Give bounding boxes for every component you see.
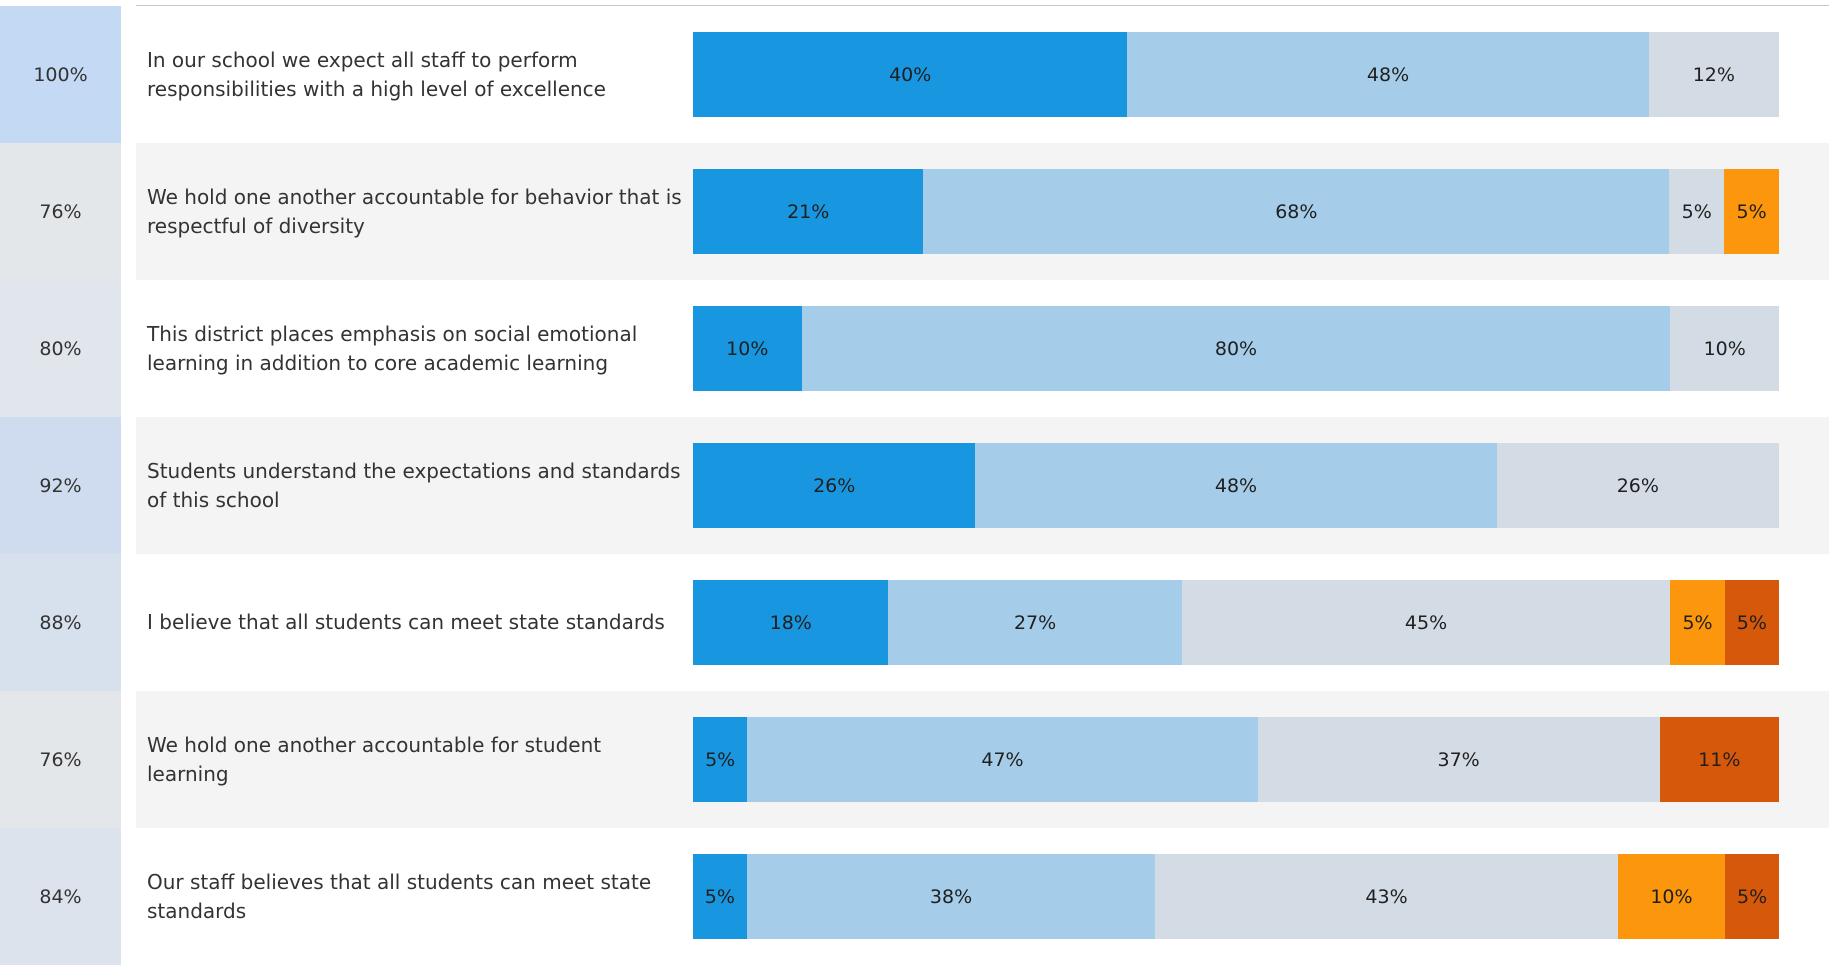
bar-data-label: 5% — [1736, 200, 1767, 223]
bar-data-label: 21% — [787, 200, 830, 223]
bar-segment-agree: 27% — [888, 580, 1182, 665]
score-cell: 80% — [0, 280, 121, 417]
bar-segment-strongly-agree: 21% — [693, 169, 924, 254]
bar-segment-neutral: 37% — [1257, 717, 1660, 802]
bar-segment-strongly-agree: 18% — [693, 580, 889, 665]
bar-segment-disagree: 10% — [1617, 854, 1726, 939]
bar-segment-agree: 48% — [975, 443, 1497, 528]
bar-track: 5% 47% 37% 11% — [693, 717, 1779, 802]
chart-row: 100% In our school we expect all staff to… — [0, 6, 1829, 143]
bar-segment-disagree: 5% — [1724, 169, 1779, 254]
bar-data-label: 48% — [1214, 474, 1258, 497]
bar-data-label: 5% — [1681, 200, 1712, 223]
bar-track: 21% 68% 5% 5% — [693, 169, 1779, 254]
bar-segment-agree: 68% — [923, 169, 1670, 254]
bar-segment-agree: 48% — [1127, 32, 1649, 117]
bar-segment-neutral: 5% — [1669, 169, 1725, 254]
chart-row: 84% Our staff believes that all students … — [0, 828, 1829, 965]
bar-segment-neutral: 10% — [1670, 306, 1779, 391]
bar-segment-agree: 38% — [746, 854, 1156, 939]
bar-segment-strongly-agree: 5% — [693, 717, 748, 802]
bar-segment-neutral: 26% — [1496, 443, 1779, 528]
question-label: We hold one another accountable for stud… — [147, 732, 602, 786]
bar-segment-neutral: 43% — [1155, 854, 1618, 939]
question-label: Students understand the expectations and… — [147, 458, 681, 512]
bar-track: 10% 80% 10% — [693, 306, 1779, 391]
bar-data-label: 12% — [1692, 63, 1735, 86]
bar-segment-strongly-agree: 10% — [693, 306, 802, 391]
score-cell: 84% — [0, 828, 121, 965]
bar-track: 5% 38% 43% 10% 5% — [693, 854, 1779, 939]
top-rule — [136, 5, 1829, 6]
bar-data-label: 5% — [1736, 611, 1767, 634]
bar-data-label: 5% — [1737, 885, 1768, 908]
bar-segment-strongly-agree: 40% — [693, 32, 1128, 117]
chart-row: 80% This district places emphasis on soci… — [0, 280, 1829, 417]
bar-data-label: 5% — [704, 885, 735, 908]
bar-segment-strongly-disagree: 11% — [1659, 717, 1779, 802]
bar-segment-strongly-disagree: 5% — [1725, 854, 1779, 939]
score-cell: 100% — [0, 6, 121, 143]
score-cell: 92% — [0, 417, 121, 554]
bar-data-label: 18% — [769, 611, 812, 634]
chart-row: 76% We hold one another accountable for b… — [0, 143, 1829, 280]
bar-segment-agree: 80% — [801, 306, 1671, 391]
score-cell: 76% — [0, 143, 121, 280]
bar-data-label: 5% — [705, 748, 736, 771]
question-label: I believe that all students can meet sta… — [147, 610, 665, 634]
bar-segment-strongly-agree: 26% — [693, 443, 976, 528]
bar-data-label: 10% — [1703, 337, 1746, 360]
question-label: This district places emphasis on social … — [147, 321, 638, 375]
bar-data-label: 26% — [1616, 474, 1659, 497]
score-cell: 76% — [0, 691, 121, 828]
question-label: We hold one another accountable for beha… — [147, 184, 682, 238]
bar-data-label: 45% — [1404, 611, 1448, 634]
bar-segment-strongly-disagree: 5% — [1724, 580, 1779, 665]
bar-segment-neutral: 12% — [1648, 32, 1779, 117]
bar-data-label: 38% — [929, 885, 973, 908]
question-label: In our school we expect all staff to per… — [147, 47, 606, 101]
bar-segment-agree: 47% — [747, 717, 1258, 802]
bar-track: 18% 27% 45% 5% 5% — [693, 580, 1779, 665]
question-label: Our staff believes that all students can… — [147, 869, 652, 923]
bar-data-label: 27% — [1013, 611, 1057, 634]
bar-data-label: 37% — [1437, 748, 1480, 771]
bar-track: 26% 48% 26% — [693, 443, 1779, 528]
bar-data-label: 40% — [889, 63, 932, 86]
bar-segment-disagree: 5% — [1670, 580, 1725, 665]
score-cell: 88% — [0, 554, 121, 691]
bar-data-label: 10% — [1650, 885, 1693, 908]
bar-data-label: 11% — [1698, 748, 1741, 771]
bar-data-label: 47% — [981, 748, 1024, 771]
bar-data-label: 5% — [1682, 611, 1713, 634]
chart-row: 88% I believe that all students can meet … — [0, 554, 1829, 691]
bar-data-label: 10% — [726, 337, 769, 360]
bar-data-label: 26% — [813, 474, 856, 497]
bar-segment-strongly-agree: 5% — [693, 854, 747, 939]
bar-segment-neutral: 45% — [1181, 580, 1671, 665]
chart-row: 92% Students understand the expectations … — [0, 417, 1829, 554]
bar-data-label: 43% — [1365, 885, 1408, 908]
bar-data-label: 80% — [1214, 337, 1258, 360]
chart-row: 76% We hold one another accountable for s… — [0, 691, 1829, 828]
bar-data-label: 68% — [1275, 200, 1318, 223]
bar-track: 40% 48% 12% — [693, 32, 1779, 117]
bar-data-label: 48% — [1366, 63, 1410, 86]
